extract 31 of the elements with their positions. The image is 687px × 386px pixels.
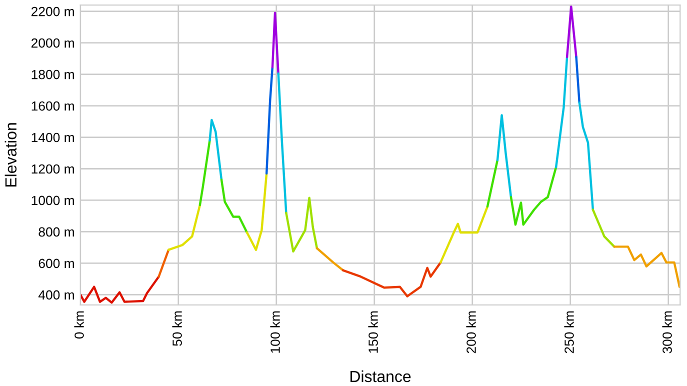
line-series xyxy=(285,196,318,253)
y-tick-label: 1200 m xyxy=(32,164,74,174)
y-tick-label: 1800 m xyxy=(32,70,74,80)
x-tick-label: 150 km xyxy=(368,311,378,353)
x-tick-label: 250 km xyxy=(564,311,574,354)
y-tick-label: 2000 m xyxy=(31,38,74,48)
line-series xyxy=(167,204,202,251)
y-axis-title: Elevation xyxy=(4,123,17,187)
line-series xyxy=(613,246,680,288)
y-tick-label: 400 m xyxy=(38,290,74,300)
line-series xyxy=(220,178,248,234)
x-tick-label: 50 km xyxy=(172,311,182,346)
y-tick-label: 1600 m xyxy=(32,101,74,111)
line-series xyxy=(80,275,160,304)
y-tick-label: 800 m xyxy=(38,227,74,237)
x-tick-label: 0 km xyxy=(74,311,84,339)
x-tick-label: 100 km xyxy=(270,311,280,353)
line-series xyxy=(208,118,223,181)
line-series xyxy=(510,166,558,226)
line-series xyxy=(342,261,442,298)
x-tick-label: 300 km xyxy=(662,311,672,354)
x-axis-title: Distance xyxy=(350,370,411,382)
line-series xyxy=(246,172,268,251)
y-tick-label: 1400 m xyxy=(32,132,74,142)
y-tick-label: 2200 m xyxy=(31,6,74,16)
line-series xyxy=(496,114,512,198)
line-series xyxy=(440,205,489,264)
line-series xyxy=(578,102,594,211)
y-tick-label: 600 m xyxy=(38,258,74,268)
x-tick-label: 200 km xyxy=(466,311,476,354)
y-tick-label: 1000 m xyxy=(32,196,74,206)
